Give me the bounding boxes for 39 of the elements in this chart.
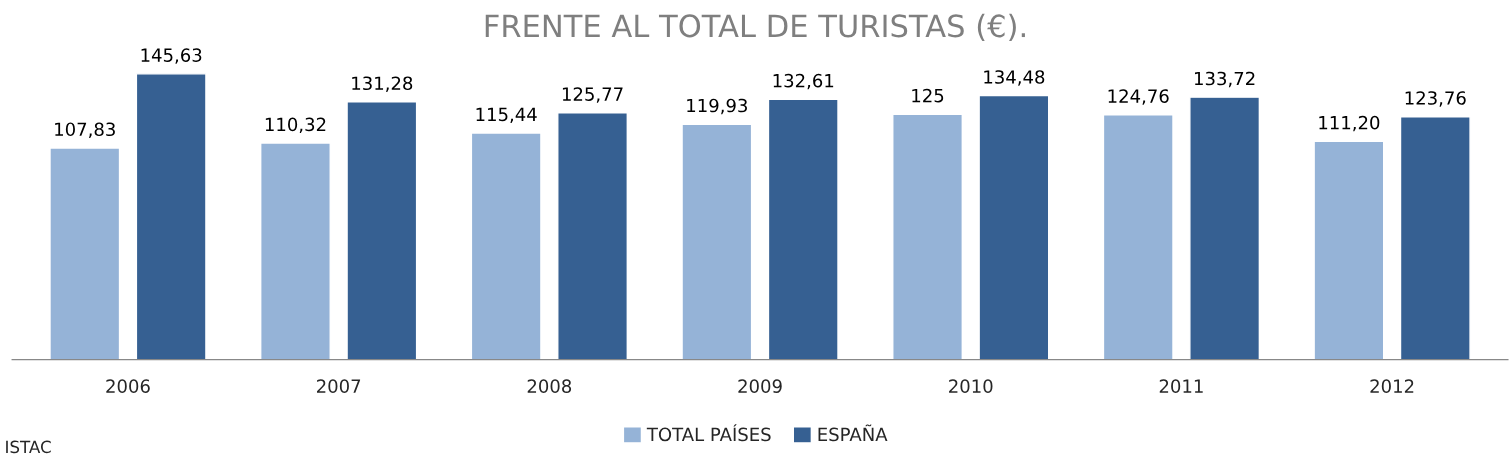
data-label: 132,61 <box>773 73 834 90</box>
x-tick-label: 2010 <box>949 379 993 393</box>
data-label: 110,32 <box>265 117 326 134</box>
x-tick-label: 2012 <box>1370 379 1414 393</box>
bar <box>557 112 628 360</box>
x-tick-label: 2006 <box>106 379 150 393</box>
data-label: 111,20 <box>1319 115 1380 132</box>
data-label: 107,83 <box>55 122 115 138</box>
bar <box>767 98 839 360</box>
legend-label: ESPAÑA <box>818 424 888 442</box>
x-tick-label: 2008 <box>527 379 572 393</box>
bar <box>470 132 542 360</box>
data-label: 125 <box>912 88 944 103</box>
legend-label: TOTAL PAÍSES <box>646 424 771 442</box>
bar <box>978 94 1050 360</box>
data-label: 123,76 <box>1405 91 1466 107</box>
x-tick-label: 2007 <box>317 379 361 393</box>
data-label: 131,28 <box>352 76 413 92</box>
bar <box>135 73 207 360</box>
bar <box>892 113 963 360</box>
data-label: 145,63 <box>141 48 202 64</box>
data-label: 119,93 <box>687 98 747 115</box>
bar <box>1102 114 1174 360</box>
text: ISTAC <box>6 440 51 454</box>
bar <box>260 142 331 360</box>
data-label: 115,44 <box>476 107 537 124</box>
chart-title: FRENTE AL TOTAL DE TURISTAS (€). <box>485 13 1025 42</box>
data-label: 125,77 <box>562 87 623 103</box>
data-label: 133,72 <box>1195 71 1255 88</box>
bar <box>1313 140 1385 360</box>
bar <box>1189 96 1261 360</box>
x-tick-label: 2011 <box>1159 379 1203 393</box>
data-label: 124,76 <box>1108 89 1169 105</box>
data-label: 134,48 <box>984 70 1045 86</box>
x-tick-label: 2009 <box>738 379 782 393</box>
bar <box>1399 115 1471 360</box>
bar <box>49 147 121 360</box>
bar <box>681 123 753 360</box>
bar <box>346 101 418 360</box>
